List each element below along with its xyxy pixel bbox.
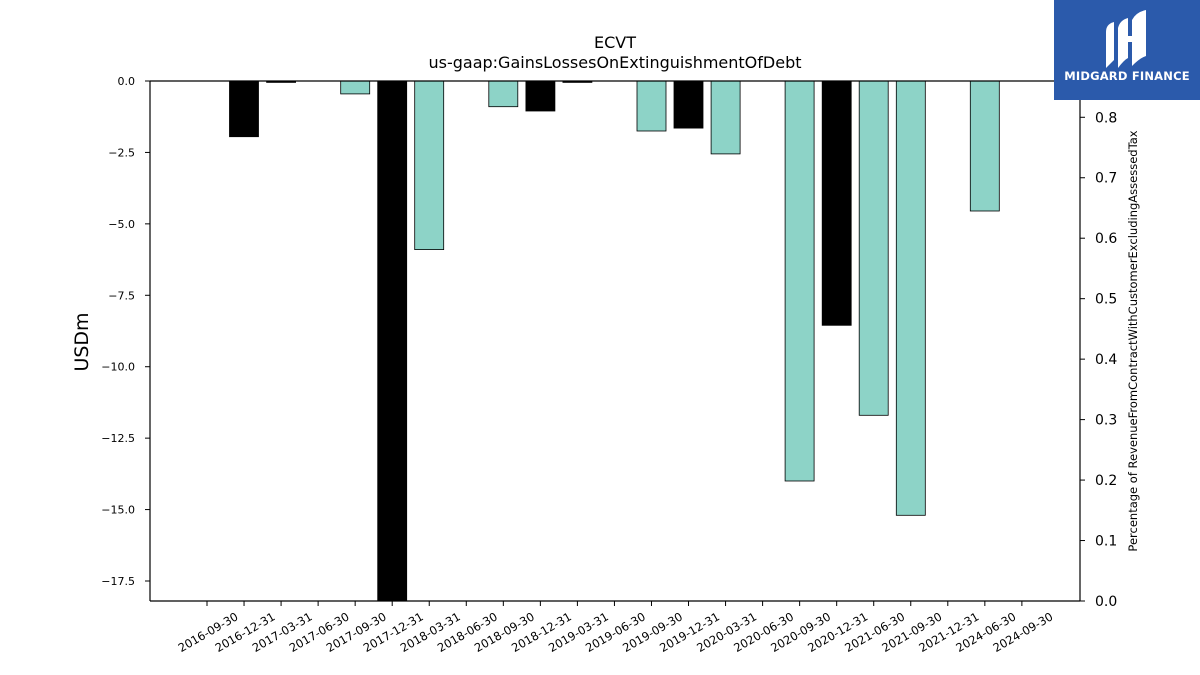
- y-tick-label: −15.0: [101, 504, 135, 517]
- midgard-finance-logo: MIDGARD FINANCE: [1054, 0, 1200, 100]
- right-y-tick-label: 0.4: [1095, 352, 1117, 368]
- bar-2016-12-31: [229, 80, 259, 138]
- y-tick-label: −2.5: [108, 146, 135, 159]
- bar-2021-09-30: [895, 80, 926, 516]
- y-axis-label: USDm: [71, 312, 93, 371]
- y-tick-label: −5.0: [108, 218, 135, 231]
- bar-2021-06-30: [858, 80, 889, 416]
- bar-2020-09-30: [784, 80, 815, 482]
- bar-2018-09-30: [488, 80, 519, 108]
- right-y-tick-label: 0.3: [1095, 413, 1117, 429]
- bar-2017-12-31: [377, 80, 408, 602]
- midgard-m-logo-icon: [1106, 10, 1146, 68]
- bar-2020-03-31: [710, 80, 741, 155]
- axes-layer: 0.0 −2.5 −5.0 −7.5 −10.0 −12.5 −15.0 −17.5 0.0 0.…: [101, 75, 1117, 655]
- bar-2019-09-30: [636, 80, 667, 132]
- chart-subtitle: us-gaap:GainsLossesOnExtinguishmentOfDeb…: [428, 53, 801, 72]
- right-y-tick-label: 0.8: [1095, 110, 1117, 126]
- right-y-tick-label: 0.0: [1095, 594, 1117, 610]
- bar-2018-12-31: [525, 80, 556, 112]
- y-tick-label: −17.5: [101, 575, 135, 588]
- logo-text: MIDGARD FINANCE: [1064, 69, 1190, 83]
- right-y-tick-label: 0.6: [1095, 231, 1117, 247]
- right-y-tick-label: 0.1: [1095, 534, 1117, 550]
- right-y-axis-label: Percentage of RevenueFromContractWithCus…: [1126, 130, 1140, 551]
- bars-layer: [229, 80, 1000, 602]
- bar-2024-06-30: [969, 80, 1000, 212]
- right-y-tick-label: 0.7: [1095, 171, 1117, 187]
- bar-2019-12-31: [673, 80, 704, 129]
- bar-2020-12-31: [821, 80, 852, 326]
- bar-2017-09-30: [340, 80, 371, 95]
- y-tick-label: −10.0: [101, 361, 135, 374]
- y-tick-label: −12.5: [101, 432, 135, 445]
- y-tick-label: −7.5: [108, 289, 135, 302]
- right-y-tick-label: 0.2: [1095, 473, 1117, 489]
- right-y-tick-label: 0.5: [1095, 292, 1117, 308]
- chart-title: ECVT: [594, 33, 636, 52]
- bar-2018-03-31: [414, 80, 445, 251]
- y-tick-label: 0.0: [118, 75, 136, 88]
